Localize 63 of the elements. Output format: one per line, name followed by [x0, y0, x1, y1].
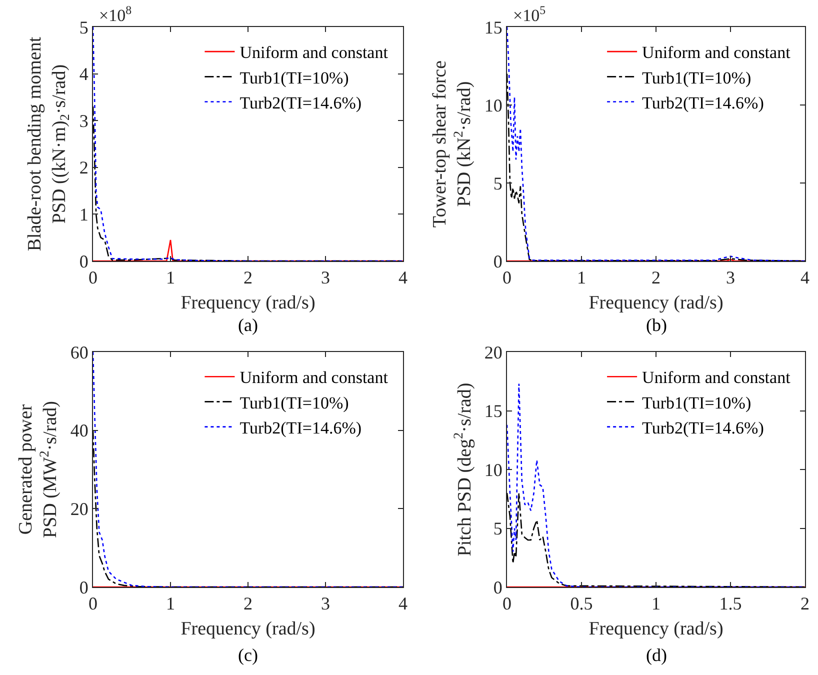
legend-label: Uniform and constant	[240, 43, 388, 62]
legend-label: Turb2(TI=14.6%)	[642, 418, 764, 438]
legend-label: Turb1(TI=10%)	[642, 393, 752, 412]
x-tick-label: 1	[166, 594, 175, 614]
text: ×10$^{5}$	[513, 3, 546, 26]
y-tick-label: 0	[79, 251, 88, 272]
y-tick-label: 0	[493, 577, 502, 598]
text: (a)	[238, 315, 258, 335]
x-tick-label: 1.5	[719, 594, 742, 614]
legend-label: Turb1(TI=10%)	[240, 68, 349, 88]
line-series	[507, 383, 805, 587]
x-tick-label: 1	[166, 268, 175, 288]
y-tick-label: 60	[70, 342, 88, 362]
y-tick-label: 15	[484, 401, 502, 422]
x-tick-label: 3	[321, 268, 330, 288]
legend-label: Turb2(TI=14.6%)	[240, 418, 362, 438]
line-series	[507, 73, 805, 261]
legend-label: Uniform and constant	[642, 43, 791, 62]
y-tick-label: 10	[484, 95, 502, 116]
x-tick-label: 2	[800, 594, 810, 614]
y-tick-label: 3	[79, 110, 88, 131]
text: (b)	[646, 315, 667, 335]
y-tick-label: 10	[484, 460, 502, 480]
y-tick-label: 0	[493, 251, 502, 272]
x-tick-label: 1	[652, 594, 660, 614]
x-tick-label: 4	[800, 268, 810, 288]
x-tick-label: 2	[652, 268, 660, 288]
x-axis-title: Frequency (rad/s)	[588, 618, 724, 640]
line-series	[507, 492, 805, 587]
y-tick-label: 5	[493, 518, 502, 539]
y-tick-label: 4	[79, 64, 88, 84]
x-tick-label: 2	[244, 268, 252, 288]
legend-label: Turb2(TI=14.6%)	[642, 93, 764, 112]
line-series	[93, 27, 403, 261]
x-tick-label: 3	[726, 268, 735, 288]
y-tick-label: 2	[79, 158, 88, 178]
legend-label: Turb1(TI=10%)	[240, 393, 349, 412]
y-tick-label: 5	[493, 173, 502, 194]
x-tick-label: 3	[321, 594, 330, 614]
y-tick-label: 0	[79, 577, 88, 598]
x-axis-title: Frequency (rad/s)	[180, 292, 316, 314]
text: (d)	[646, 645, 667, 665]
text: (c)	[238, 645, 258, 665]
y-tick-label: 20	[484, 342, 502, 362]
x-tick-label: 2	[244, 594, 252, 614]
legend-label: Turb1(TI=10%)	[642, 68, 752, 88]
x-tick-label: 4	[398, 594, 408, 614]
y-tick-label: 40	[70, 420, 88, 441]
x-tick-label: 1	[577, 268, 586, 288]
x-axis-title: Frequency (rad/s)	[180, 618, 316, 640]
legend-label: Uniform and constant	[642, 368, 791, 388]
x-axis-title: Frequency (rad/s)	[588, 292, 724, 314]
legend-label: Turb2(TI=14.6%)	[240, 93, 362, 112]
line-series	[507, 27, 805, 261]
legend-label: Uniform and constant	[240, 368, 388, 388]
text: ×10$^{8}$	[99, 3, 132, 26]
line-series	[93, 352, 403, 587]
y-tick-label: 15	[484, 17, 502, 38]
x-tick-label: 4	[398, 268, 408, 288]
y-tick-label: 5	[79, 17, 88, 38]
x-tick-label: 0.5	[570, 594, 593, 614]
y-tick-label: 20	[70, 498, 88, 519]
y-tick-label: 1	[79, 204, 88, 224]
